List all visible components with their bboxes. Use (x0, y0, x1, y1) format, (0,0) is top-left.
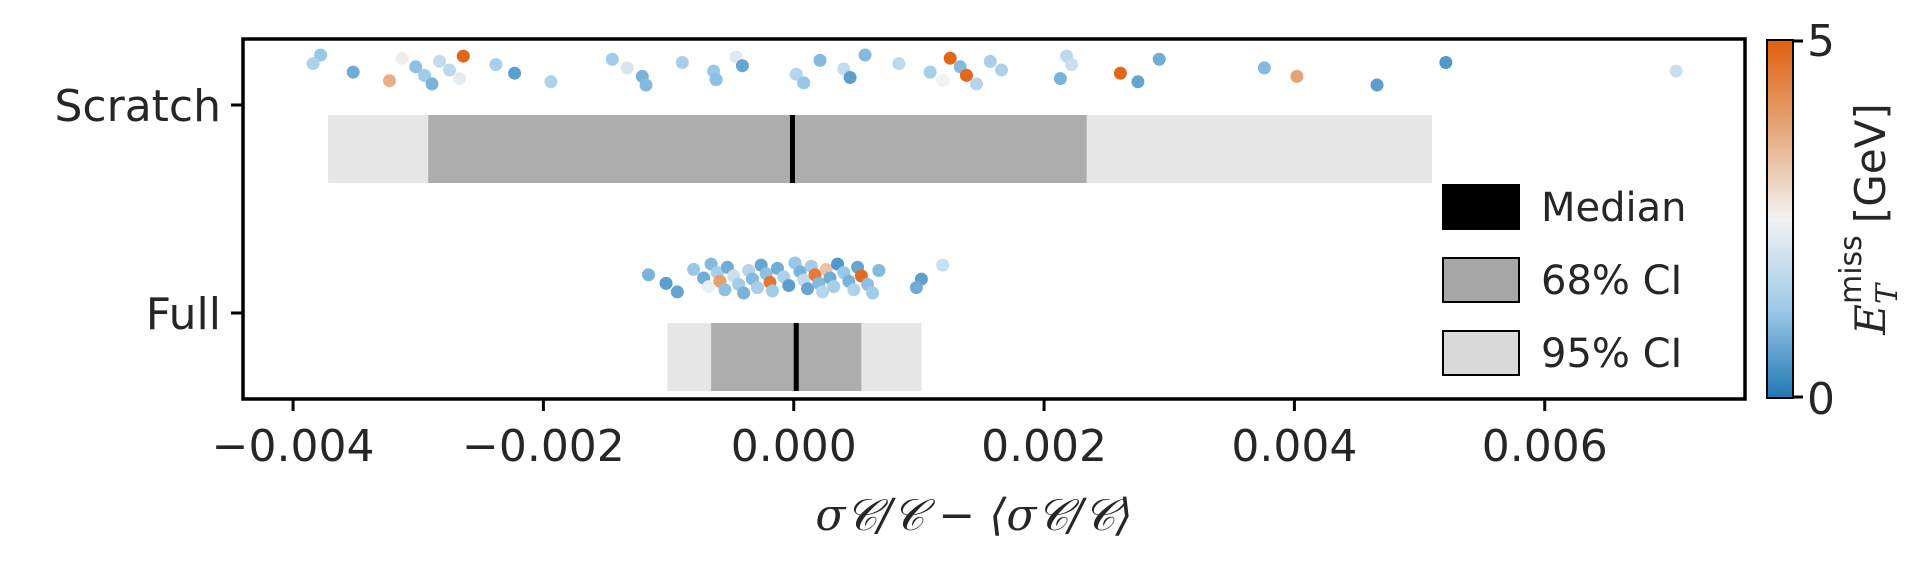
colorbar-min-label: 0 (1807, 374, 1835, 425)
axes: −0.004 −0.002 0.000 0.002 0.004 0.006 Scratch F… (54, 81, 1607, 472)
point-scratch (813, 53, 827, 67)
point-scratch (936, 74, 950, 88)
point-scratch (797, 76, 811, 90)
point-full (866, 286, 880, 300)
point-scratch (456, 49, 470, 63)
point-scratch (892, 57, 906, 71)
x-tick-label: −0.004 (212, 421, 375, 472)
legend-label-0: Median (1541, 185, 1687, 231)
point-full (718, 283, 732, 297)
point-scratch (453, 72, 467, 86)
point-scratch (382, 74, 396, 88)
point-full (827, 280, 841, 294)
y-tick-label-scratch: Scratch (54, 81, 221, 132)
point-scratch (489, 58, 503, 72)
colorbar: 5 0 ETmiss [GeV] (1766, 16, 1905, 425)
point-scratch (843, 71, 857, 84)
x-tick-label: −0.002 (462, 421, 625, 472)
point-scratch (1290, 69, 1304, 83)
point-scratch (1152, 52, 1166, 66)
point-scratch (544, 75, 558, 89)
point-scratch (923, 65, 937, 79)
point-scratch (959, 68, 973, 82)
point-full (670, 285, 684, 299)
colorbar-gradient (1766, 39, 1794, 399)
point-scratch (858, 48, 872, 62)
x-tick-label: 0.004 (1231, 421, 1357, 472)
point-full (702, 280, 716, 294)
plot-frame (241, 37, 1747, 401)
point-scratch (417, 68, 431, 82)
point-scratch (425, 77, 439, 91)
point-full (801, 282, 815, 296)
point-scratch (409, 60, 423, 74)
point-full (765, 284, 779, 298)
x-axis-label: σ𝒞/𝒞 − ⟨σ𝒞/𝒞⟩ (815, 490, 1132, 541)
point-scratch (1053, 72, 1067, 86)
point-full (737, 286, 751, 300)
colorbar-label-sub: T (1870, 282, 1905, 304)
point-scratch (639, 78, 653, 92)
point-scratch (1065, 58, 1079, 72)
x-tick-label: 0.006 (1482, 421, 1608, 472)
legend-swatch-1 (1442, 257, 1520, 303)
point-full (642, 268, 656, 282)
point-scratch (1439, 56, 1453, 69)
legend: Median 68% CI 95% CI (1442, 184, 1687, 377)
point-full (872, 264, 886, 277)
point-scratch (508, 66, 522, 80)
point-full (909, 281, 923, 295)
point-scratch (943, 51, 957, 65)
interval-bars (328, 115, 1433, 391)
point-scratch (443, 63, 457, 77)
point-scratch (789, 67, 803, 81)
point-full (687, 262, 701, 276)
point-scratch (1131, 75, 1145, 89)
point-scratch (1113, 66, 1127, 80)
point-full (936, 258, 950, 272)
point-scratch (969, 77, 983, 91)
legend-swatch-2 (1442, 330, 1520, 376)
point-scratch (433, 54, 447, 68)
colorbar-max-label: 5 (1807, 16, 1835, 67)
point-scratch (675, 56, 689, 69)
colorbar-label-unit: [GeV] (1846, 103, 1895, 223)
point-scratch (395, 51, 409, 65)
point-scratch (983, 54, 997, 68)
point-scratch (346, 65, 360, 79)
scatter-points (306, 48, 1683, 300)
legend-swatch-0 (1442, 184, 1520, 230)
legend-label-1: 68% CI (1541, 258, 1682, 304)
x-tick-label: 0.002 (981, 421, 1107, 472)
colorbar-label: ETmiss [GeV] (1834, 103, 1905, 335)
colorbar-label-symbol: E (1846, 304, 1895, 336)
point-scratch (1370, 78, 1384, 92)
point-scratch (709, 73, 723, 87)
legend-label-2: 95% CI (1541, 331, 1682, 377)
y-tick-label-full: Full (146, 289, 221, 340)
point-full (659, 276, 673, 290)
point-scratch (605, 52, 619, 66)
ci68-bar-full (711, 323, 862, 391)
point-scratch (1669, 64, 1683, 78)
colorbar-label-sup: miss (1834, 235, 1869, 304)
point-full (750, 281, 764, 295)
point-scratch (620, 61, 634, 75)
point-full (816, 285, 830, 299)
point-scratch (995, 63, 1009, 77)
point-full (782, 279, 796, 292)
point-scratch (1257, 61, 1271, 75)
point-scratch (735, 59, 749, 73)
ci68-bar-scratch (428, 115, 1087, 183)
point-scratch (314, 48, 328, 62)
point-scratch (306, 57, 320, 71)
x-tick-label: 0.000 (731, 421, 857, 472)
point-full (847, 283, 861, 297)
